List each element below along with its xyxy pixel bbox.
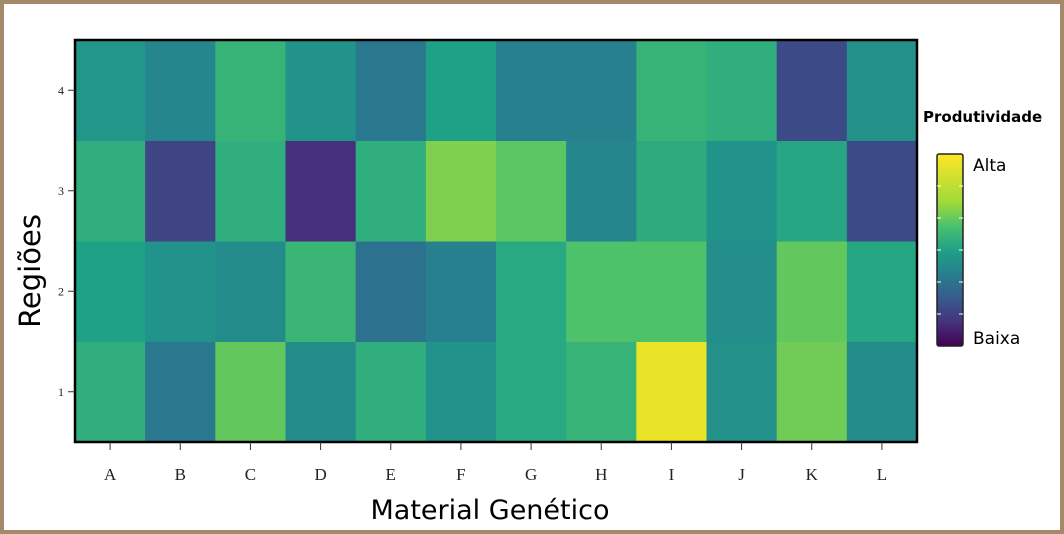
colorbar-legend: Produtividade Alta Baixa bbox=[923, 108, 1042, 349]
heatmap-cell-A-3 bbox=[75, 140, 146, 242]
heatmap-cell-C-4 bbox=[215, 40, 286, 141]
heatmap-cell-C-1 bbox=[215, 341, 286, 443]
heatmap-cell-E-4 bbox=[355, 40, 427, 141]
legend-high-label: Alta bbox=[973, 156, 1006, 176]
x-tick-label: G bbox=[525, 465, 537, 484]
x-tick-label: K bbox=[806, 465, 819, 484]
heatmap-cell-H-4 bbox=[566, 40, 637, 141]
x-tick-label: F bbox=[456, 465, 465, 484]
heatmap-cell-H-2 bbox=[566, 241, 637, 342]
heatmap-cell-C-3 bbox=[215, 140, 286, 242]
heatmap-cell-A-1 bbox=[75, 341, 146, 443]
x-tick-label: A bbox=[104, 465, 117, 484]
heatmap-cell-D-3 bbox=[285, 140, 357, 242]
heatmap-cell-K-4 bbox=[776, 40, 848, 141]
heatmap-cell-D-1 bbox=[285, 341, 357, 443]
heatmap-cell-E-1 bbox=[355, 341, 427, 443]
x-tick-label: L bbox=[877, 465, 887, 484]
heatmap-cell-L-1 bbox=[846, 341, 918, 443]
heatmap-cell-A-2 bbox=[75, 241, 146, 342]
heatmap-cell-H-3 bbox=[566, 140, 637, 242]
heatmap-cell-F-4 bbox=[425, 40, 497, 141]
heatmap-cell-I-2 bbox=[636, 241, 707, 342]
heatmap-cell-K-2 bbox=[776, 241, 848, 342]
y-axis: 1 2 3 4 bbox=[58, 83, 75, 399]
y-tick-label: 1 bbox=[58, 385, 64, 399]
heatmap-cell-F-1 bbox=[425, 341, 497, 443]
x-tick-label: I bbox=[669, 465, 675, 484]
heatmap-cell-B-4 bbox=[145, 40, 216, 141]
heatmap-cell-F-2 bbox=[425, 241, 497, 342]
heatmap-cell-J-2 bbox=[706, 241, 778, 342]
heatmap-cell-I-3 bbox=[636, 140, 707, 242]
heatmap-cell-J-1 bbox=[706, 341, 778, 443]
y-tick-label: 2 bbox=[58, 284, 64, 298]
heatmap-cell-G-3 bbox=[496, 140, 567, 242]
heatmap-cell-G-2 bbox=[496, 241, 567, 342]
legend-title: Produtividade bbox=[923, 108, 1042, 126]
heatmap-cell-J-3 bbox=[706, 140, 778, 242]
y-tick-label: 3 bbox=[58, 184, 64, 198]
x-tick-label: B bbox=[175, 465, 186, 484]
heatmap-cell-J-4 bbox=[706, 40, 778, 141]
x-tick-label: D bbox=[314, 465, 326, 484]
y-tick-label: 4 bbox=[58, 83, 64, 97]
x-axis: A B C D E F G H I J K L bbox=[104, 442, 887, 484]
heatmap-cell-B-3 bbox=[145, 140, 216, 242]
heatmap-cell-L-3 bbox=[846, 140, 918, 242]
y-axis-title: Regiões bbox=[13, 214, 47, 328]
heatmap-cells bbox=[75, 40, 918, 443]
x-tick-label: J bbox=[738, 465, 745, 484]
heatmap-cell-B-2 bbox=[145, 241, 216, 342]
colorbar-ticks bbox=[937, 185, 963, 315]
heatmap-cell-D-2 bbox=[285, 241, 357, 342]
heatmap-cell-A-4 bbox=[75, 40, 146, 141]
heatmap-cell-C-2 bbox=[215, 241, 286, 342]
heatmap-cell-I-4 bbox=[636, 40, 707, 141]
x-tick-label: H bbox=[595, 465, 607, 484]
x-tick-label: E bbox=[386, 465, 396, 484]
heatmap-cell-L-2 bbox=[846, 241, 918, 342]
heatmap-cell-K-1 bbox=[776, 341, 848, 443]
heatmap-cell-B-1 bbox=[145, 341, 216, 443]
heatmap-cell-F-3 bbox=[425, 140, 497, 242]
legend-low-label: Baixa bbox=[973, 329, 1020, 349]
heatmap-cell-G-1 bbox=[496, 341, 567, 443]
heatmap-cell-E-2 bbox=[355, 241, 427, 342]
heatmap-cell-E-3 bbox=[355, 140, 427, 242]
heatmap-cell-G-4 bbox=[496, 40, 567, 141]
plot-border bbox=[73, 38, 919, 444]
heatmap-cell-L-4 bbox=[846, 40, 918, 141]
heatmap-cell-D-4 bbox=[285, 40, 357, 141]
heatmap-cell-I-1 bbox=[636, 341, 707, 443]
heatmap-cell-H-1 bbox=[566, 341, 637, 443]
x-tick-label: C bbox=[245, 465, 256, 484]
heatmap-cell-K-3 bbox=[776, 140, 848, 242]
x-axis-title: Material Genético bbox=[371, 495, 610, 526]
